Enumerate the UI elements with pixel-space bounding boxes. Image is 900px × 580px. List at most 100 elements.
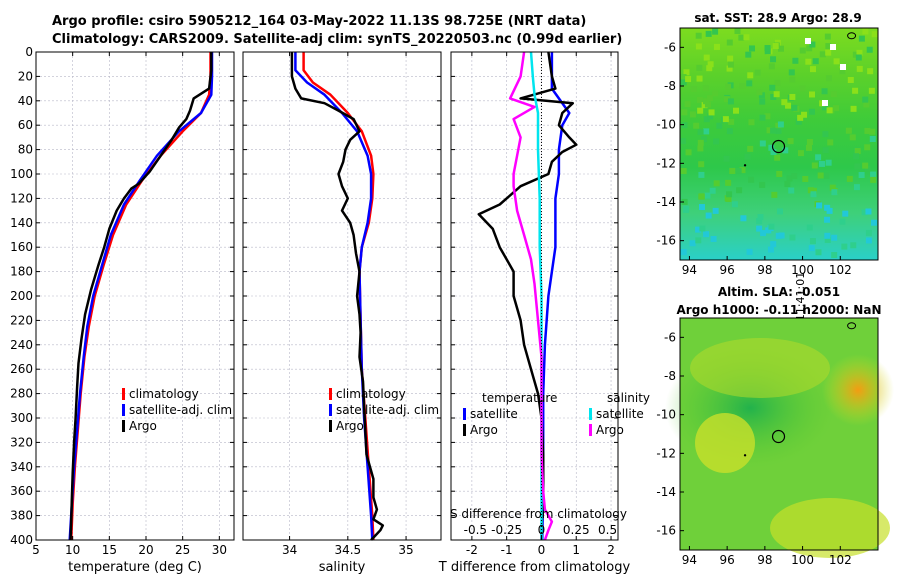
sst-cell <box>727 55 734 62</box>
sst-cell <box>726 191 733 198</box>
series-line-satellite-adj-clim <box>68 52 214 541</box>
map-sst-map: 94 96 98 100 102 -6 -8 -10 -12 -14 -16 <box>656 27 879 277</box>
sst-cell <box>791 173 798 180</box>
sst-cell <box>727 61 734 68</box>
sst-cell <box>735 167 742 174</box>
legend-swatch <box>463 408 466 420</box>
sst-cell <box>725 179 732 186</box>
sst-cell <box>680 79 687 86</box>
sst-cell <box>693 122 700 129</box>
sst-cell <box>825 159 832 166</box>
y-tick-label: -12 <box>656 156 676 170</box>
sst-cell <box>846 175 853 182</box>
sst-cell <box>770 94 777 101</box>
y-tick-label: 140 <box>10 216 33 230</box>
sst-cell <box>681 109 688 116</box>
sst-cell <box>824 236 831 243</box>
sst-cell <box>722 116 729 123</box>
sst-cell <box>864 127 871 134</box>
sla-high-region <box>690 338 830 398</box>
legend-swatch <box>329 404 332 416</box>
map-frame <box>679 27 879 261</box>
argo-position-marker <box>771 139 786 154</box>
x-tick-label: 96 <box>720 553 735 567</box>
sst-cell <box>856 49 863 56</box>
sst-cell <box>705 212 712 219</box>
sst-cell <box>787 138 794 145</box>
sst-cell <box>795 118 802 125</box>
sst-cell <box>824 33 831 40</box>
sst-cell <box>703 231 710 238</box>
sst-cell <box>697 129 704 136</box>
legend-swatch <box>329 388 332 400</box>
sst-cell <box>702 85 709 92</box>
sst-cell <box>733 107 740 114</box>
sst-cell <box>865 208 872 215</box>
sst-cell <box>823 172 830 179</box>
sst-cell <box>754 69 761 76</box>
sst-cell <box>772 43 779 50</box>
sst-cell <box>748 119 755 126</box>
sst-cell <box>799 47 806 54</box>
series-line-temperature-satellite <box>540 52 571 541</box>
y-tick-label: 0 <box>25 45 33 59</box>
x-tick-label: -1 <box>501 543 513 557</box>
y-tick-label: 340 <box>10 460 33 474</box>
sst-cell <box>781 99 788 106</box>
y-tick-label: 300 <box>10 411 33 425</box>
y-tick-label: 400 <box>10 533 33 547</box>
sst-cell <box>727 98 734 105</box>
sst-cell <box>747 145 754 152</box>
sst-cell <box>696 96 703 103</box>
sst-cell <box>831 252 838 259</box>
y-tick-label: 180 <box>10 265 33 279</box>
sst-cell <box>861 209 868 216</box>
sst-cell <box>738 34 745 41</box>
x-tick-label: 100 <box>791 263 814 277</box>
sst-cell <box>726 65 733 72</box>
sst-cell <box>757 214 764 221</box>
x-tick-label: 94 <box>682 553 697 567</box>
sst-cell <box>869 136 876 143</box>
y-tick-label: -16 <box>656 524 676 538</box>
sst-cell <box>806 45 813 52</box>
x-axis-label: salinity <box>319 560 366 575</box>
sst-cell <box>689 111 696 118</box>
legend-swatch <box>122 388 125 400</box>
sst-cell <box>680 138 687 145</box>
sst-cell <box>683 69 690 76</box>
sst-cell <box>862 28 869 35</box>
sst-cell <box>747 72 754 79</box>
sst-cell <box>778 232 785 239</box>
x-tick-label: 98 <box>757 263 772 277</box>
sst-cell <box>712 90 719 97</box>
y-tick-label: 320 <box>10 435 33 449</box>
sst-cell <box>695 32 702 39</box>
sst-cell <box>756 89 763 96</box>
sst-cell <box>703 98 710 105</box>
sst-cell <box>805 58 812 65</box>
sst-cell <box>696 75 703 82</box>
sst-cell <box>703 128 710 135</box>
sst-cell <box>816 202 823 209</box>
sst-cell <box>842 210 849 217</box>
x-tick-label: 100 <box>791 553 814 567</box>
sst-cell <box>856 65 863 72</box>
sla-map-title: Altim. SLA: -0.051 <box>718 285 840 299</box>
y-tick-label: 280 <box>10 387 33 401</box>
sst-cell <box>867 68 874 75</box>
sst-cell <box>824 232 831 239</box>
sst-cell <box>868 87 875 94</box>
panel-temperature: 5 10 15 20 25 3002040608010012014016018020022… <box>10 45 235 575</box>
sst-cell <box>871 219 878 226</box>
series-line-argo <box>290 52 385 541</box>
sst-cell <box>791 104 798 111</box>
sla-peak-region <box>822 354 894 426</box>
y-tick-label: -14 <box>656 195 676 209</box>
sst-cell <box>681 122 688 129</box>
legend-swatch <box>329 420 332 432</box>
sla-map-subtitle: Argo h1000: -0.11 h2000: NaN <box>676 303 881 317</box>
sst-cell <box>865 229 872 236</box>
sst-cell <box>729 168 736 175</box>
sst-cell <box>756 225 763 232</box>
